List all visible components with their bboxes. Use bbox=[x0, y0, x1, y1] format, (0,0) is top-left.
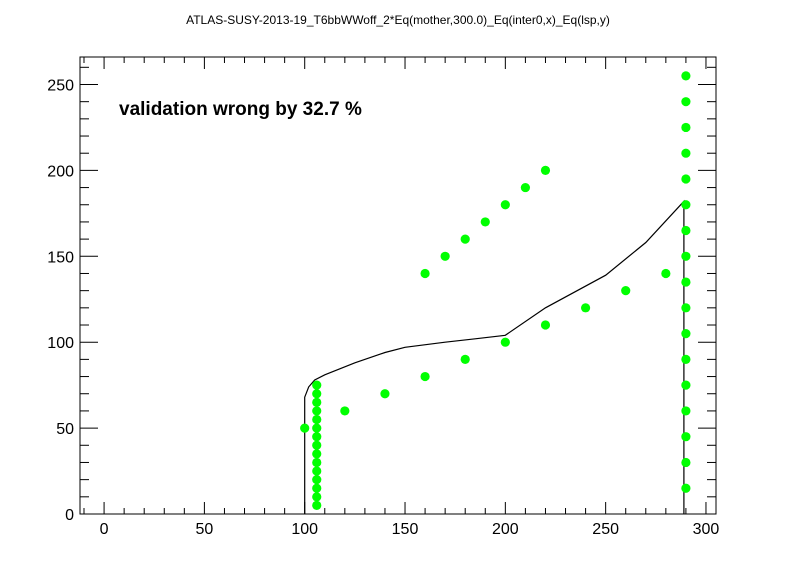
data-point bbox=[661, 268, 671, 279]
data-point bbox=[681, 277, 691, 287]
data-point bbox=[681, 329, 691, 339]
x-tick-label: 100 bbox=[291, 521, 318, 538]
data-point bbox=[312, 492, 322, 502]
data-point bbox=[681, 354, 691, 364]
data-point bbox=[312, 466, 322, 476]
x-tick-label: 250 bbox=[592, 521, 619, 538]
data-point bbox=[681, 225, 691, 236]
data-point bbox=[681, 380, 691, 390]
x-tick-label: 150 bbox=[392, 521, 419, 538]
data-point bbox=[500, 200, 510, 210]
y-tick-label: 0 bbox=[65, 507, 74, 524]
data-point bbox=[681, 251, 691, 261]
data-point bbox=[312, 475, 322, 485]
data-points-layer bbox=[300, 71, 691, 511]
data-point bbox=[520, 182, 531, 193]
exclusion-curve bbox=[304, 199, 685, 514]
x-tick-label: 200 bbox=[492, 521, 519, 538]
data-point bbox=[300, 423, 310, 433]
data-point bbox=[681, 200, 691, 210]
data-point bbox=[681, 71, 691, 81]
data-point bbox=[460, 354, 470, 364]
data-point bbox=[312, 397, 322, 407]
data-point bbox=[500, 337, 510, 347]
data-point bbox=[312, 457, 322, 468]
data-point bbox=[681, 483, 691, 493]
data-point bbox=[540, 320, 551, 330]
chart-title: ATLAS-SUSY-2013-19_T6bbWWoff_2*Eq(mother… bbox=[186, 13, 610, 27]
data-point bbox=[540, 165, 551, 175]
exclusion-line-layer bbox=[304, 199, 685, 514]
data-point bbox=[312, 380, 322, 390]
data-point bbox=[420, 371, 430, 382]
x-axis-ticks bbox=[83, 57, 707, 514]
y-axis-tick-labels: 0 50 100 150 200 250 bbox=[47, 77, 74, 524]
y-axis-ticks bbox=[80, 66, 716, 515]
x-tick-label: 300 bbox=[693, 521, 720, 538]
data-point bbox=[480, 217, 490, 227]
data-point bbox=[312, 483, 322, 493]
data-point bbox=[420, 268, 430, 279]
y-tick-label: 200 bbox=[47, 163, 74, 180]
y-tick-label: 150 bbox=[47, 249, 74, 266]
data-point bbox=[681, 303, 691, 313]
data-point bbox=[621, 286, 631, 296]
y-tick-label: 100 bbox=[47, 335, 74, 352]
data-point bbox=[681, 97, 691, 107]
data-point bbox=[312, 423, 322, 433]
data-point bbox=[681, 148, 691, 158]
data-point bbox=[440, 251, 450, 261]
data-point bbox=[312, 414, 322, 425]
x-axis-tick-labels: 0 50 100 150 200 250 300 bbox=[100, 521, 720, 538]
data-point bbox=[312, 440, 322, 450]
data-point bbox=[460, 234, 470, 244]
data-point bbox=[681, 457, 691, 468]
x-tick-label: 50 bbox=[195, 521, 213, 538]
data-point bbox=[380, 389, 390, 399]
y-tick-label: 250 bbox=[47, 77, 74, 94]
data-point bbox=[312, 500, 322, 511]
data-point bbox=[681, 174, 691, 184]
validation-annotation: validation wrong by 32.7 % bbox=[119, 99, 362, 120]
data-point bbox=[340, 406, 350, 416]
plot-frame bbox=[79, 56, 717, 515]
data-point bbox=[312, 406, 322, 416]
x-tick-label: 0 bbox=[100, 521, 109, 538]
data-point bbox=[312, 449, 322, 459]
data-point bbox=[681, 406, 691, 416]
y-tick-label: 50 bbox=[56, 421, 74, 438]
data-point bbox=[681, 432, 691, 442]
data-point bbox=[312, 432, 322, 442]
data-point bbox=[312, 389, 322, 399]
data-point bbox=[580, 303, 591, 313]
data-point bbox=[681, 122, 691, 133]
